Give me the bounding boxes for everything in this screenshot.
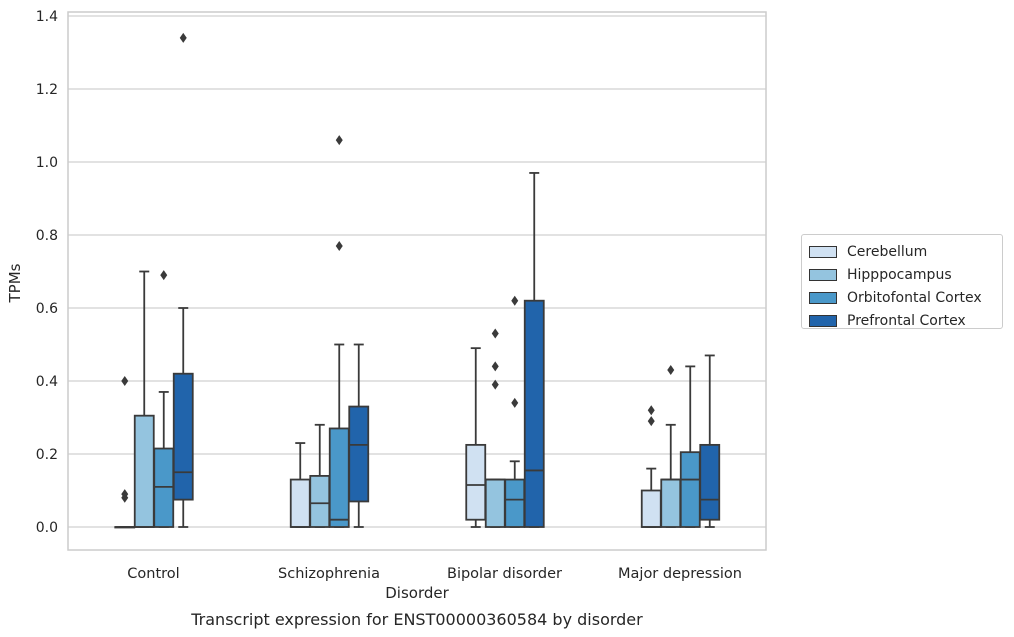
outlier-point xyxy=(491,361,499,372)
box-2-2 xyxy=(504,295,526,528)
legend-swatch xyxy=(809,291,837,304)
chart-title: Transcript expression for ENST0000036058… xyxy=(190,610,643,629)
outlier-point xyxy=(647,405,655,416)
legend-label: Hipppocampus xyxy=(847,266,952,283)
legend-item: Prefrontal Cortex xyxy=(809,309,1002,332)
box-iqr xyxy=(133,414,155,528)
y-tick-label: 0.6 xyxy=(36,301,58,317)
outlier-point xyxy=(335,135,343,146)
box-0-2 xyxy=(153,270,175,528)
legend: Cerebellum Hipppocampus Orbitofontal Corte… xyxy=(801,234,1003,329)
legend-item: Hipppocampus xyxy=(809,263,1002,286)
outlier-point xyxy=(647,416,655,427)
box-iqr xyxy=(679,451,701,528)
box-iqr xyxy=(523,299,545,528)
box-iqr xyxy=(289,478,311,528)
box-2-3 xyxy=(523,172,545,528)
x-category-label: Major depression xyxy=(618,566,742,582)
box-iqr xyxy=(328,427,350,528)
box-iqr xyxy=(484,478,506,528)
legend-label: Cerebellum xyxy=(847,243,928,260)
outlier-point xyxy=(121,376,129,386)
box-3-1 xyxy=(660,365,682,528)
box-iqr xyxy=(465,443,487,521)
x-axis-label: Disorder xyxy=(385,584,449,602)
outlier-point xyxy=(491,379,499,390)
y-tick-label: 0.2 xyxy=(36,447,58,463)
y-tick-labels: 0.0 0.2 0.4 0.6 0.8 1.0 1.2 1.4 xyxy=(36,9,58,536)
y-tick-label: 1.2 xyxy=(36,82,58,98)
y-tick-label: 1.0 xyxy=(36,155,58,171)
box-iqr xyxy=(640,489,662,528)
y-tick-label: 0.0 xyxy=(36,520,58,536)
legend-label: Prefrontal Cortex xyxy=(847,312,966,329)
box-2-0 xyxy=(465,347,487,528)
box-iqr xyxy=(172,372,194,501)
outlier-point xyxy=(160,270,168,281)
box-iqr xyxy=(699,443,721,521)
x-category-labels: Control Schizophrenia Bipolar disorder Majo… xyxy=(127,566,742,582)
box-2-1 xyxy=(484,478,506,528)
y-axis-label: TPMs xyxy=(6,263,24,303)
y-tick-label: 0.8 xyxy=(36,228,58,244)
legend-item: Cerebellum xyxy=(809,240,1002,263)
box-0-3 xyxy=(172,32,194,528)
outlier-point xyxy=(511,397,519,408)
y-tick-label: 1.4 xyxy=(36,9,58,25)
outlier-point xyxy=(121,492,129,503)
plot-frame xyxy=(67,11,767,551)
box-plots xyxy=(114,32,721,529)
outlier-point xyxy=(491,328,499,339)
legend-swatch xyxy=(809,245,837,258)
outlier-point xyxy=(667,365,675,376)
box-0-1 xyxy=(133,270,155,528)
outlier-point xyxy=(511,295,519,306)
box-1-0 xyxy=(289,442,311,528)
box-3-2 xyxy=(679,365,701,528)
box-iqr xyxy=(504,478,526,528)
x-category-label: Bipolar disorder xyxy=(447,566,562,582)
legend-label: Orbitofontal Cortex xyxy=(847,289,982,306)
box-iqr xyxy=(348,405,370,503)
legend-swatch xyxy=(809,314,837,327)
box-iqr xyxy=(309,474,331,528)
x-category-label: Control xyxy=(127,566,179,582)
box-iqr xyxy=(153,447,175,528)
box-3-0 xyxy=(640,405,662,528)
box-0-0 xyxy=(114,526,136,529)
box-1-1 xyxy=(309,423,331,528)
y-tick-label: 0.4 xyxy=(36,374,58,390)
box-1-3 xyxy=(348,343,370,528)
legend-item: Orbitofontal Cortex xyxy=(809,286,1002,309)
box-1-2 xyxy=(328,135,350,528)
x-category-label: Schizophrenia xyxy=(278,566,380,582)
outlier-point xyxy=(179,32,187,43)
outlier-point xyxy=(335,240,343,251)
box-3-3 xyxy=(699,354,721,528)
legend-swatch xyxy=(809,268,837,281)
box-iqr xyxy=(660,478,682,528)
